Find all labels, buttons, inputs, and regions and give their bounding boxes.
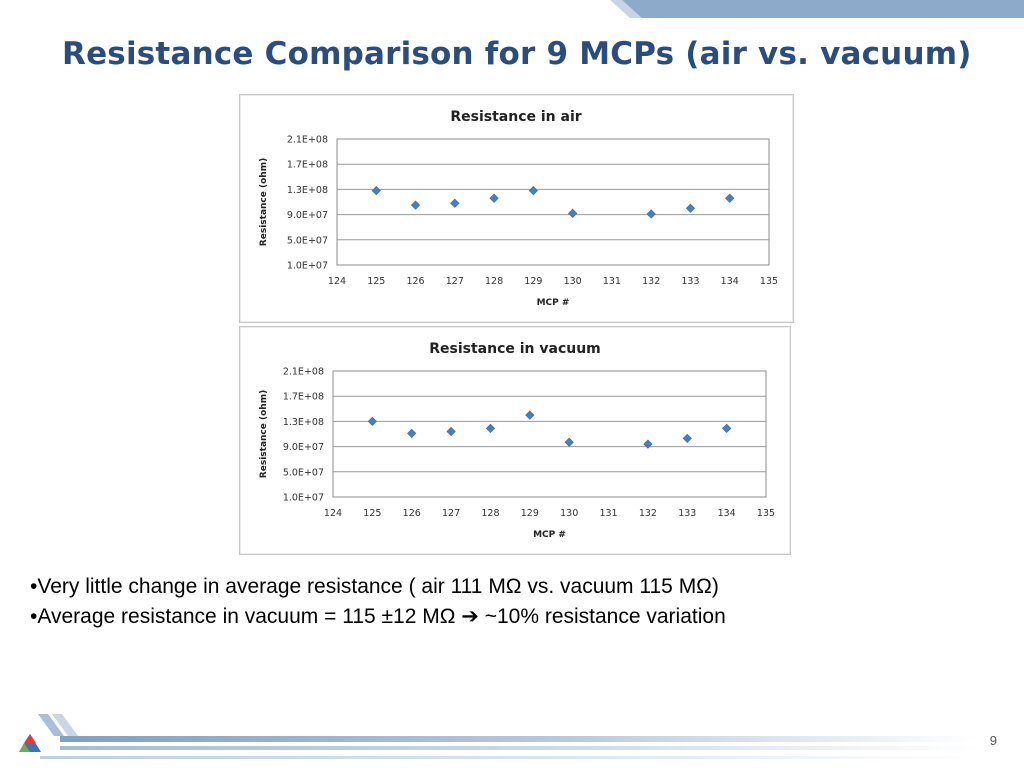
- top-decor-band: [610, 0, 1024, 18]
- vacuum-y-tick-label: 5.0E+07: [283, 467, 324, 478]
- air-x-tick-label: 134: [721, 276, 739, 287]
- vacuum-y-axis-label: Resistance (ohm): [259, 390, 269, 478]
- air-y-tick-label: 1.0E+07: [287, 261, 328, 272]
- vacuum-x-tick-label: 125: [363, 508, 381, 519]
- vacuum-data-point: [643, 439, 653, 449]
- air-x-tick-label: 129: [524, 276, 542, 287]
- vacuum-x-tick-label: 129: [521, 508, 539, 519]
- vacuum-data-point: [722, 423, 732, 433]
- vacuum-x-tick-label: 127: [442, 508, 460, 519]
- air-y-axis-label: Resistance (ohm): [259, 158, 269, 246]
- vacuum-y-tick-label: 2.1E+08: [283, 367, 324, 378]
- vacuum-data-point: [367, 416, 377, 427]
- vacuum-data-point: [564, 437, 574, 447]
- air-chart-title: Resistance in air: [450, 109, 581, 125]
- vacuum-x-axis-label: MCP #: [533, 530, 566, 540]
- vacuum-x-tick-label: 132: [639, 508, 657, 519]
- air-data-point: [410, 200, 421, 210]
- bullet-average-vacuum: •Average resistance in vacuum = 115 ±12 …: [30, 605, 726, 628]
- air-y-tick-label: 1.7E+08: [287, 160, 328, 171]
- air-data-point: [568, 208, 578, 218]
- air-data-point: [685, 203, 696, 213]
- vacuum-y-tick-label: 1.7E+08: [283, 392, 324, 403]
- logo-triangle-icon: [19, 734, 41, 752]
- air-x-tick-label: 130: [564, 276, 582, 287]
- vacuum-x-tick-label: 133: [678, 508, 696, 519]
- air-y-tick-label: 1.3E+08: [287, 185, 328, 196]
- vacuum-data-point: [525, 410, 535, 420]
- page-number: 9: [989, 733, 997, 748]
- vacuum-chart-title: Resistance in vacuum: [429, 341, 601, 357]
- air-x-tick-label: 135: [760, 276, 778, 287]
- air-x-tick-label: 127: [446, 276, 464, 287]
- air-x-tick-label: 133: [681, 276, 699, 287]
- air-x-axis-label: MCP #: [537, 298, 570, 308]
- bullet-list: •Very little change in average resistanc…: [30, 572, 990, 632]
- chart-resistance-vacuum: Resistance in vacuum 1.0E+07 5.0E+07 9.0E+0…: [259, 341, 775, 540]
- vacuum-x-tick-label: 124: [324, 508, 342, 519]
- slide-title: Resistance Comparison for 9 MCPs (air vs…: [62, 36, 972, 72]
- air-y-tick-label: 2.1E+08: [287, 135, 328, 146]
- vacuum-y-tick-label: 1.0E+07: [283, 493, 324, 504]
- air-x-tick-label: 128: [485, 276, 503, 287]
- footer-decor-band: [19, 714, 980, 759]
- air-data-point: [528, 186, 538, 196]
- bullet-average-change: •Very little change in average resistanc…: [30, 575, 719, 598]
- air-data-point: [450, 198, 460, 208]
- vacuum-x-tick-label: 128: [481, 508, 499, 519]
- air-x-tick-label: 124: [328, 276, 346, 287]
- air-data-point: [371, 186, 381, 196]
- chart-panel-air: Resistance in air 1.0E+07 5.0E+07 9.0E+07 1.…: [239, 94, 794, 323]
- vacuum-data-point: [485, 423, 496, 433]
- vacuum-y-tick-label: 9.0E+07: [283, 442, 324, 453]
- vacuum-data-point: [682, 433, 692, 444]
- air-data-point: [646, 209, 656, 219]
- vacuum-y-tick-label: 1.3E+08: [283, 417, 324, 428]
- vacuum-x-tick-label: 135: [757, 508, 775, 519]
- air-x-tick-label: 125: [367, 276, 385, 287]
- vacuum-x-tick-label: 134: [718, 508, 736, 519]
- air-data-point: [489, 193, 499, 203]
- air-x-tick-label: 131: [603, 276, 621, 287]
- air-y-tick-label: 9.0E+07: [287, 210, 328, 221]
- air-y-tick-label: 5.0E+07: [287, 235, 328, 246]
- chart-resistance-air: Resistance in air 1.0E+07 5.0E+07 9.0E+07 1.…: [259, 109, 778, 308]
- vacuum-data-point: [407, 428, 417, 438]
- vacuum-x-tick-label: 126: [403, 508, 421, 519]
- vacuum-x-tick-label: 131: [599, 508, 617, 519]
- chart-panel-vacuum: Resistance in vacuum 1.0E+07 5.0E+07 9.0E+0…: [239, 326, 791, 555]
- vacuum-plot-area: [332, 370, 767, 498]
- air-x-tick-label: 132: [642, 276, 660, 287]
- air-data-point: [725, 193, 735, 203]
- air-x-tick-label: 126: [406, 276, 424, 287]
- vacuum-x-tick-label: 130: [560, 508, 578, 519]
- vacuum-data-point: [446, 426, 456, 437]
- air-plot-area: [336, 138, 770, 266]
